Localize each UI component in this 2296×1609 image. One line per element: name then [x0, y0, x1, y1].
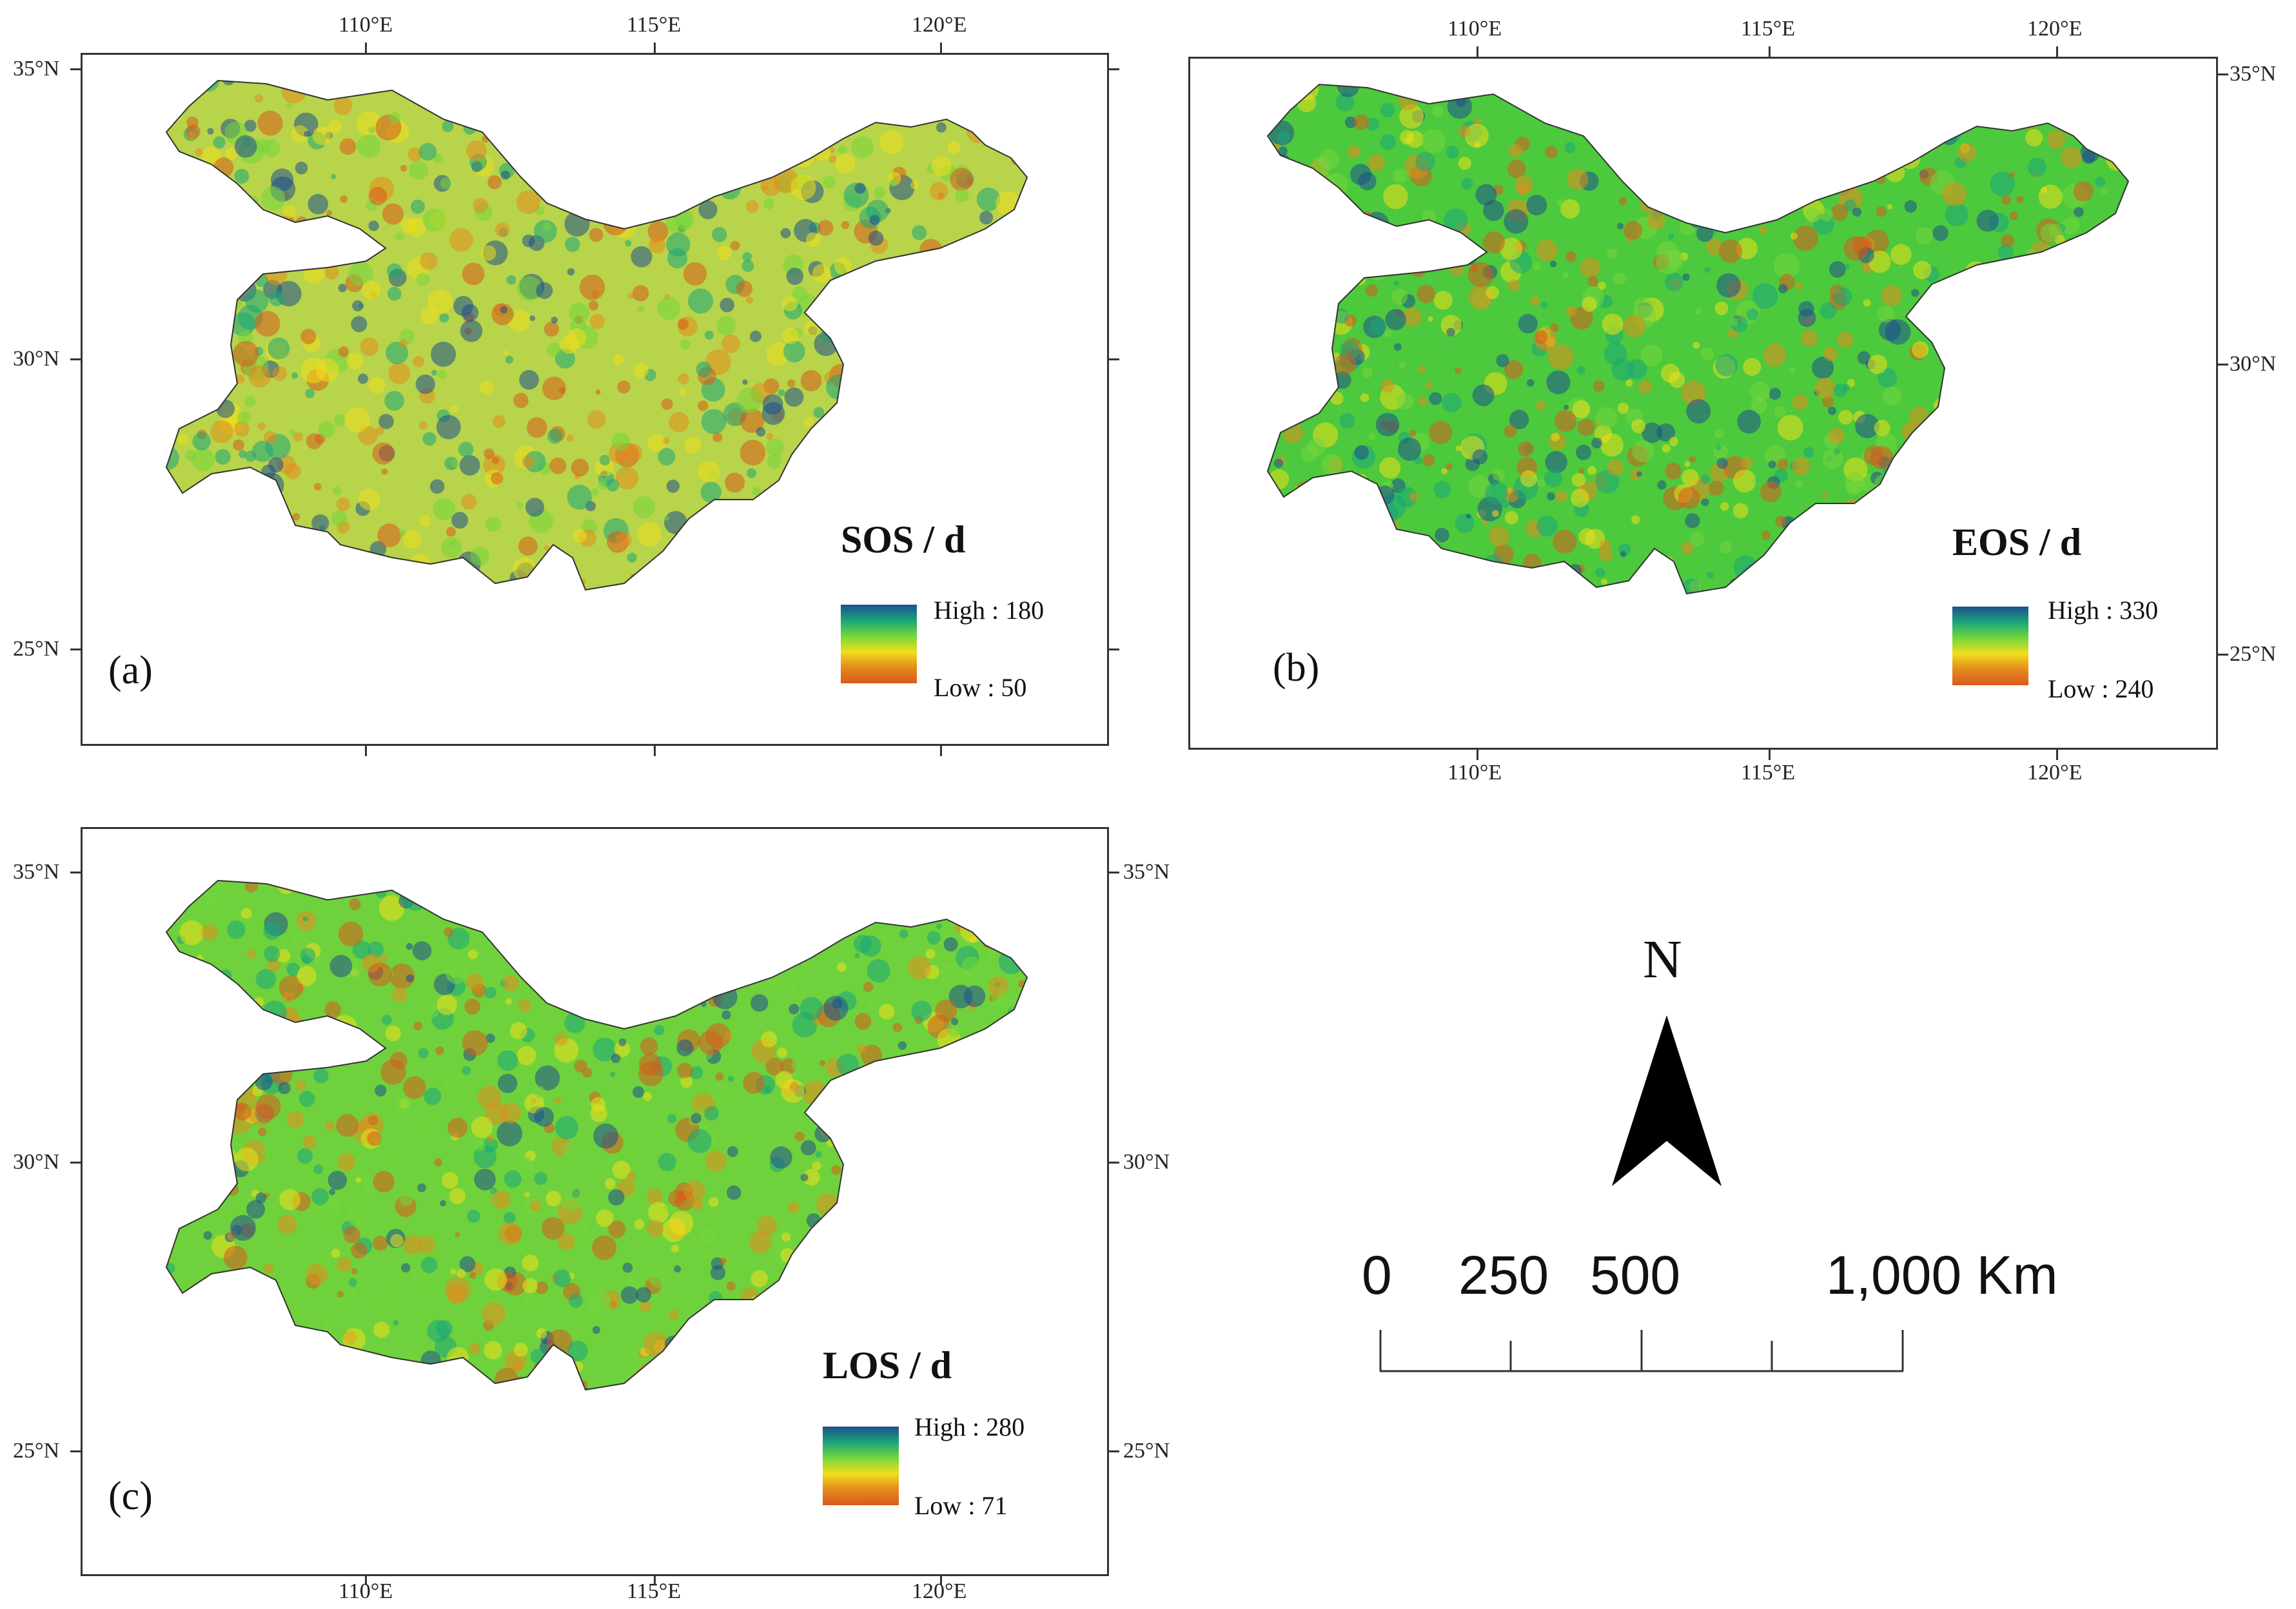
north-label: N	[1643, 930, 1682, 990]
tick-a-t1	[365, 43, 367, 53]
map-panel-eos: EOS / d High : 330 Low : 240 (b)	[1188, 57, 2218, 750]
scale-label-500: 500	[1590, 1245, 1681, 1305]
lat-label-c-25-left: 25°N	[13, 1439, 60, 1463]
legend-colorbar-sos	[841, 605, 917, 683]
lat-label-a-35: 35°N	[13, 57, 60, 81]
tick-c-r1	[1109, 872, 1119, 873]
legend-low-los: Low : 71	[914, 1491, 1008, 1520]
tick-a-b3	[940, 746, 942, 756]
lat-label-c-30-left: 30°N	[13, 1150, 60, 1174]
tick-a-l3	[70, 648, 81, 650]
panel-label-c: (c)	[108, 1474, 153, 1518]
map-title-los: LOS / d	[823, 1344, 952, 1387]
tick-c-r3	[1109, 1450, 1119, 1452]
legend-colorbar-eos	[1952, 607, 2028, 685]
scale-label-250: 250	[1458, 1245, 1549, 1305]
legend-high-los: High : 280	[914, 1412, 1025, 1441]
tick-c-b2	[654, 1576, 656, 1585]
lat-label-b-25: 25°N	[2230, 642, 2277, 666]
tick-c-l2	[70, 1162, 81, 1164]
lon-label-b-110-bottom: 110°E	[1447, 761, 1502, 785]
scale-label-1000: 1,000 Km	[1826, 1245, 2058, 1305]
tick-c-r2	[1109, 1162, 1119, 1164]
lon-label-b-115-bottom: 115°E	[1741, 761, 1796, 785]
legend-high-eos: High : 330	[2048, 596, 2159, 625]
lon-label-a-120: 120°E	[912, 13, 967, 37]
legend-colorbar-los	[823, 1427, 899, 1505]
tick-c-l3	[70, 1450, 81, 1452]
region-map-eos	[1266, 83, 2130, 595]
map-title-sos: SOS / d	[841, 518, 966, 561]
tick-b-b3	[2056, 750, 2058, 760]
lat-label-c-25-right: 25°N	[1123, 1439, 1170, 1463]
tick-b-b2	[1769, 750, 1771, 760]
map-panel-sos: SOS / d High : 180 Low : 50 (a)	[81, 53, 1109, 746]
lat-label-b-30: 30°N	[2230, 352, 2277, 376]
lat-label-a-30: 30°N	[13, 347, 60, 371]
tick-a-b2	[654, 746, 656, 756]
tick-b-t3	[2056, 46, 2058, 57]
tick-c-b1	[365, 1576, 367, 1585]
tick-b-r3	[2218, 654, 2228, 656]
legend-low-sos: Low : 50	[934, 673, 1027, 702]
tick-a-b1	[365, 746, 367, 756]
tick-b-r2	[2218, 364, 2228, 366]
tick-a-l2	[70, 358, 81, 360]
lon-label-c-120: 120°E	[912, 1579, 967, 1603]
legend-low-eos: Low : 240	[2048, 674, 2154, 703]
tick-b-t2	[1769, 46, 1771, 57]
tick-a-r2	[1109, 358, 1119, 360]
map-title-eos: EOS / d	[1952, 521, 2082, 563]
tick-c-b3	[940, 1576, 942, 1585]
lat-label-c-35-left: 35°N	[13, 860, 60, 884]
lat-label-c-30-right: 30°N	[1123, 1150, 1170, 1174]
lat-label-c-35-right: 35°N	[1123, 860, 1170, 884]
tick-b-b1	[1477, 750, 1478, 760]
tick-a-l1	[70, 68, 81, 70]
lon-label-a-110: 110°E	[339, 13, 393, 37]
panel-label-b: (b)	[1273, 646, 1320, 690]
tick-a-r3	[1109, 648, 1119, 650]
panel-label-a: (a)	[108, 648, 153, 692]
tick-b-r1	[2218, 73, 2228, 75]
lat-label-b-35: 35°N	[2230, 62, 2277, 86]
tick-a-t2	[654, 43, 656, 53]
lon-label-b-115-top: 115°E	[1741, 17, 1796, 41]
north-arrow-icon	[1612, 1015, 1722, 1186]
lon-label-a-115: 115°E	[627, 13, 682, 37]
map-panel-los: LOS / d High : 280 Low : 71 (c)	[81, 827, 1109, 1576]
lon-label-b-120-top: 120°E	[2027, 17, 2083, 41]
scale-bar	[1379, 1330, 1904, 1372]
lon-label-b-110-top: 110°E	[1447, 17, 1502, 41]
tick-a-t3	[940, 43, 942, 53]
region-map-los	[165, 879, 1028, 1391]
scale-label-0: 0	[1362, 1245, 1392, 1305]
tick-a-r1	[1109, 68, 1119, 70]
tick-b-t1	[1477, 46, 1478, 57]
region-map-sos	[165, 79, 1028, 591]
lon-label-b-120-bottom: 120°E	[2027, 761, 2083, 785]
legend-high-sos: High : 180	[934, 596, 1045, 625]
lat-label-a-25: 25°N	[13, 637, 60, 661]
tick-c-l1	[70, 872, 81, 873]
